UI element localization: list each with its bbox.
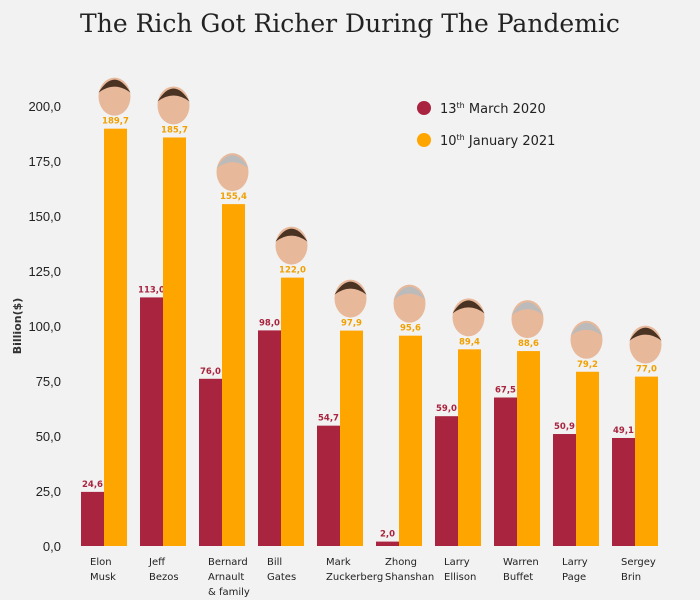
x-tick-label: Bill (267, 557, 282, 568)
x-tick-label: Shanshan (385, 572, 434, 583)
bar-2020 (494, 397, 517, 546)
bar-2020 (376, 541, 399, 546)
data-label: 185,7 (161, 125, 188, 135)
y-tick-label: 100,0 (28, 319, 61, 334)
data-label: 89,4 (459, 337, 480, 347)
legend-marker (417, 101, 431, 115)
x-tick-label: Elon (90, 557, 112, 568)
legend-label: 10th January 2021 (440, 133, 555, 149)
data-label: 98,0 (259, 318, 280, 328)
y-tick-label: 25,0 (36, 484, 61, 499)
data-label: 49,1 (613, 426, 634, 436)
data-label: 54,7 (318, 414, 339, 424)
bar-2021 (517, 351, 540, 546)
data-label: 95,6 (400, 324, 421, 334)
bar-2020 (199, 378, 222, 546)
person-face-icon (98, 77, 131, 116)
person-face-icon (334, 279, 367, 318)
x-tick-label: Zhong (385, 557, 417, 568)
data-label: 76,0 (200, 367, 221, 377)
x-tick-label: Buffet (503, 572, 533, 583)
data-label: 79,2 (577, 360, 598, 370)
bar-2020 (612, 437, 635, 546)
bar-2021 (281, 277, 304, 546)
person-face-icon (157, 86, 190, 125)
title-text: The Rich Got Richer During The Pandemic (80, 9, 620, 38)
y-tick-label: 75,0 (36, 374, 61, 389)
data-label: 2,0 (380, 530, 395, 540)
y-tick-label: 150,0 (28, 209, 61, 224)
y-tick-label: 0,0 (43, 539, 61, 554)
bar-2021 (635, 376, 658, 546)
bar-2021 (458, 349, 481, 546)
bar-2020 (258, 330, 281, 546)
data-label: 77,0 (636, 365, 657, 375)
data-label: 88,6 (518, 339, 539, 349)
x-tick-label: Warren (503, 557, 539, 568)
bar-2021 (340, 330, 363, 546)
person-face-icon (216, 153, 249, 192)
x-tick-label: Larry (562, 557, 588, 568)
chart-title: The Rich Got Richer During The Pandemic (0, 6, 700, 42)
data-label: 113,0 (138, 285, 165, 295)
legend-marker (417, 133, 431, 147)
person-face-icon (452, 298, 485, 337)
y-tick-label: 125,0 (28, 264, 61, 279)
x-tick-label: Sergey (621, 557, 656, 568)
bar-2021 (576, 371, 599, 546)
x-tick-label: Mark (326, 557, 351, 568)
x-tick-label: Bernard (208, 557, 248, 568)
y-tick-label: 200,0 (28, 99, 61, 114)
data-label: 24,6 (82, 480, 103, 490)
person-face-icon (629, 325, 662, 364)
x-tick-label: Page (562, 572, 586, 583)
x-tick-label: & family (208, 587, 250, 598)
x-tick-label: Bezos (149, 572, 179, 583)
person-face-icon (511, 300, 544, 339)
x-tick-label: Larry (444, 557, 470, 568)
bar-2021 (399, 335, 422, 546)
bar-2020 (140, 297, 163, 546)
x-tick-label: Ellison (444, 572, 476, 583)
y-axis-label: Billion($) (11, 298, 24, 355)
x-tick-label: Arnault (208, 572, 244, 583)
bar-2020 (553, 434, 576, 546)
person-face-icon (570, 320, 603, 359)
bar-2020 (317, 425, 340, 546)
data-label: 50,9 (554, 422, 575, 432)
y-tick-label: 175,0 (28, 154, 61, 169)
data-label: 155,4 (220, 192, 247, 202)
x-tick-label: Zuckerberg (326, 572, 383, 583)
person-face-icon (393, 284, 426, 323)
data-label: 67,5 (495, 386, 516, 396)
person-face-icon (275, 226, 308, 265)
x-tick-label: Gates (267, 572, 296, 583)
bar-2020 (435, 416, 458, 546)
x-tick-label: Musk (90, 572, 116, 583)
bar-2021 (163, 137, 186, 546)
data-label: 189,7 (102, 117, 129, 127)
data-label: 97,9 (341, 319, 362, 329)
x-tick-label: Jeff (148, 557, 166, 568)
bar-2021 (104, 128, 127, 546)
bar-2020 (81, 491, 104, 546)
x-tick-label: Brin (621, 572, 641, 583)
bar-2021 (222, 204, 245, 546)
data-label: 122,0 (279, 266, 306, 276)
legend-label: 13th March 2020 (440, 101, 546, 117)
y-tick-label: 50,0 (36, 429, 61, 444)
data-label: 59,0 (436, 404, 457, 414)
